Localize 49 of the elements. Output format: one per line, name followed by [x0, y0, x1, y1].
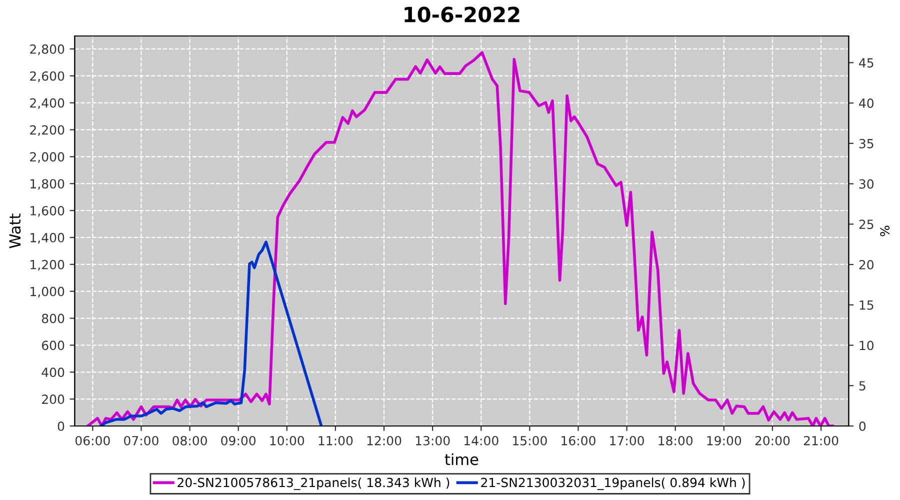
y2-tick-label: 5 [859, 381, 866, 391]
x-tick-label: 10:00 [270, 436, 304, 446]
x-tick-label: 16:00 [562, 436, 596, 446]
y-tick-label: 400 [42, 368, 64, 378]
y-tick-label: 1,800 [30, 179, 64, 190]
y-tick-label: 2,200 [30, 125, 64, 136]
y-tick-label: 2,800 [30, 44, 64, 56]
y2-tick-label: 20 [859, 260, 874, 270]
x-tick-label: 09:00 [221, 436, 256, 446]
x-tick-label: 21:00 [804, 436, 838, 446]
y2-axis-title: % [880, 226, 890, 236]
x-tick-label: 19:00 [707, 436, 742, 446]
line-series [86, 51, 834, 426]
y-tick-label: 800 [42, 314, 64, 324]
x-tick-label: 17:00 [610, 436, 644, 446]
y-tick-label: 1,600 [30, 206, 64, 217]
y2-tick-label: 10 [860, 340, 874, 350]
y-tick-label: 2,000 [30, 152, 64, 163]
line-series [100, 240, 323, 426]
x-tick-label: 06:00 [75, 436, 110, 446]
legend-label: 21-SN2130032031_19panels( 0.894 kWh ) [481, 478, 745, 490]
chart-title: 10-6-2022 [404, 6, 520, 22]
x-tick-label: 15:00 [513, 436, 547, 446]
x-tick-label: 08:00 [172, 436, 207, 446]
x-tick-label: 11:00 [318, 436, 353, 446]
x-tick-label: 12:00 [367, 436, 402, 446]
y-tick-label: 1,400 [30, 232, 64, 244]
y2-tick-label: 40 [859, 98, 874, 108]
y-tick-label: 1,200 [30, 260, 64, 271]
y-tick-label: 1,000 [30, 286, 64, 298]
x-axis-title: time [444, 453, 478, 466]
y2-tick-label: 25 [859, 220, 874, 230]
y-tick-label: 200 [42, 394, 64, 404]
x-tick-label: 20:00 [755, 436, 790, 446]
x-tick-label: 18:00 [658, 436, 693, 446]
y-tick-label: 2,400 [30, 98, 64, 109]
legend-label: 20-SN2100578613_21panels( 18.343 kWh ) [178, 478, 450, 490]
x-tick-label: 14:00 [464, 436, 498, 446]
y-axis-title: Watt [9, 214, 21, 248]
x-tick-label: 13:00 [416, 436, 450, 446]
y2-tick-label: 30 [859, 179, 874, 189]
x-tick-label: 07:00 [124, 436, 158, 446]
y2-tick-label: 15 [860, 300, 874, 310]
y-tick-label: 2,600 [30, 71, 64, 82]
y2-tick-label: 0 [859, 421, 866, 431]
y2-tick-label: 35 [859, 138, 874, 148]
y2-tick-label: 45 [859, 58, 874, 68]
y-tick-label: 600 [42, 340, 64, 350]
y-tick-label: 0 [58, 421, 64, 431]
